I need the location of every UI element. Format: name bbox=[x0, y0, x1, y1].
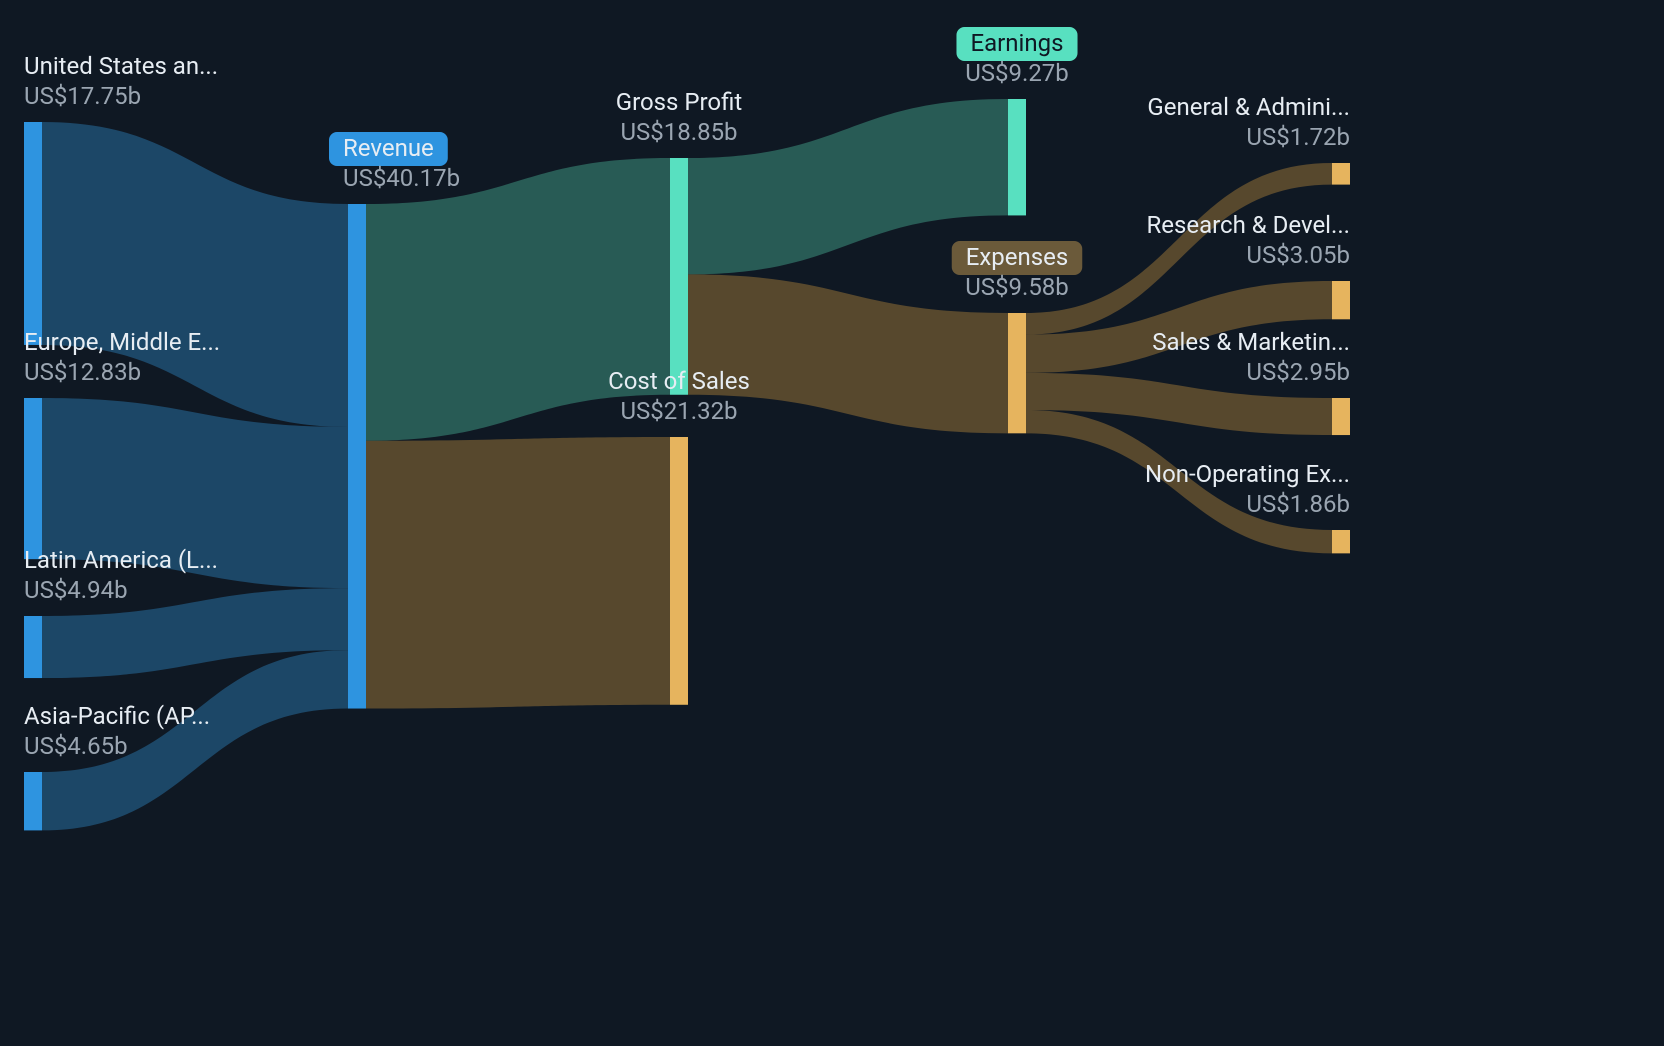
label-value-usa: US$17.75b bbox=[24, 82, 141, 110]
node-nonop[interactable] bbox=[1332, 530, 1350, 553]
label-title-cogs: Cost of Sales bbox=[608, 367, 750, 395]
label-title-revenue: Revenue bbox=[343, 134, 434, 162]
node-emea[interactable] bbox=[24, 398, 42, 559]
node-gross[interactable] bbox=[670, 158, 688, 395]
label-value-rd: US$3.05b bbox=[1246, 241, 1350, 269]
label-value-revenue: US$40.17b bbox=[343, 164, 460, 192]
label-value-emea: US$12.83b bbox=[24, 358, 141, 386]
label-title-rd: Research & Devel... bbox=[1146, 211, 1350, 239]
label-title-emea: Europe, Middle E... bbox=[24, 328, 220, 356]
node-apac[interactable] bbox=[24, 772, 42, 830]
label-value-sm: US$2.95b bbox=[1246, 358, 1350, 386]
label-title-nonop: Non-Operating Ex... bbox=[1145, 460, 1350, 488]
label-title-apac: Asia-Pacific (AP... bbox=[24, 702, 210, 730]
link-revenue-cogs[interactable] bbox=[366, 437, 670, 709]
label-title-earnings: Earnings bbox=[970, 29, 1063, 57]
node-revenue[interactable] bbox=[348, 204, 366, 709]
label-title-expenses: Expenses bbox=[966, 243, 1069, 271]
label-value-expenses: US$9.58b bbox=[965, 273, 1069, 301]
label-value-earnings: US$9.27b bbox=[965, 59, 1069, 87]
label-value-ga: US$1.72b bbox=[1246, 123, 1350, 151]
node-rd[interactable] bbox=[1332, 281, 1350, 319]
node-sm[interactable] bbox=[1332, 398, 1350, 435]
label-title-ga: General & Admini... bbox=[1147, 93, 1350, 121]
node-usa[interactable] bbox=[24, 122, 42, 345]
sankey-chart: United States an...US$17.75b Europe, Midd… bbox=[0, 0, 1664, 1046]
node-latam[interactable] bbox=[24, 616, 42, 678]
node-expenses[interactable] bbox=[1008, 313, 1026, 433]
label-value-gross: US$18.85b bbox=[620, 118, 737, 146]
node-ga[interactable] bbox=[1332, 163, 1350, 185]
label-value-latam: US$4.94b bbox=[24, 576, 128, 604]
label-value-cogs: US$21.32b bbox=[620, 397, 737, 425]
node-cogs[interactable] bbox=[670, 437, 688, 705]
label-title-usa: United States an... bbox=[24, 52, 218, 80]
label-title-sm: Sales & Marketin... bbox=[1152, 328, 1350, 356]
label-title-latam: Latin America (L... bbox=[24, 546, 218, 574]
label-title-gross: Gross Profit bbox=[616, 88, 743, 116]
label-value-nonop: US$1.86b bbox=[1246, 490, 1350, 518]
label-value-apac: US$4.65b bbox=[24, 732, 128, 760]
node-earnings[interactable] bbox=[1008, 99, 1026, 215]
